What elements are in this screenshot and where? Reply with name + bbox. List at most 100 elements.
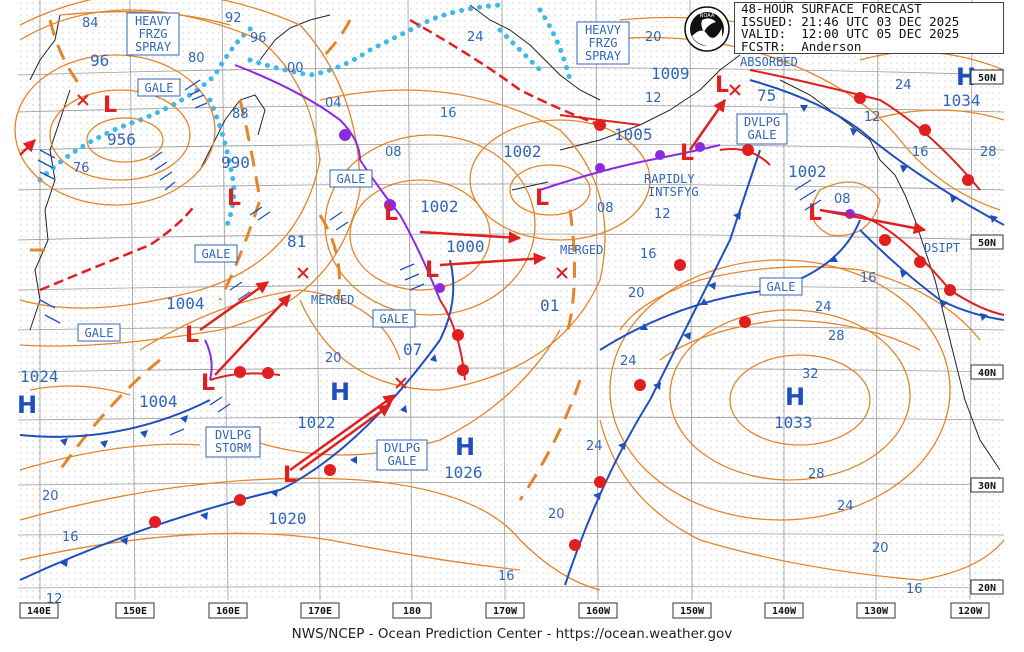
pressure-value: 75 <box>757 86 776 105</box>
isobar-label: 16 <box>906 582 923 597</box>
warning-box-spray: HEAVY FRZG SPRAY <box>126 12 180 56</box>
wind-barbs <box>37 79 822 436</box>
note-merged: MERGED <box>311 293 354 307</box>
svg-text:170E: 170E <box>308 606 332 617</box>
svg-text:SPRAY: SPRAY <box>585 49 622 63</box>
longitude-labels: 140E 150E 160E 170E 180 170W 160W 150W 1… <box>19 602 990 619</box>
svg-text:130W: 130W <box>864 606 889 617</box>
svg-text:120W: 120W <box>958 606 983 617</box>
warning-box-gale: GALE <box>372 309 416 328</box>
low-symbol: L <box>227 186 241 211</box>
isobar-label: 16 <box>640 247 657 262</box>
warning-box-developing-storm: DVLPG STORM <box>205 426 261 458</box>
isobar-label: 84 <box>82 16 99 31</box>
isobar-label: 28 <box>828 329 845 344</box>
isobar-label: 08 <box>385 145 402 160</box>
noaa-logo: NOAA <box>684 6 730 52</box>
lat-label: 20N <box>970 579 1004 595</box>
ice-edge <box>37 2 573 233</box>
lat-label: 30N <box>970 477 1004 493</box>
svg-text:GALE: GALE <box>202 247 231 261</box>
svg-text:FRZG: FRZG <box>589 36 618 50</box>
isobar-label: 88 <box>232 107 249 122</box>
freezing-spray-areas <box>39 18 601 292</box>
svg-text:GALE: GALE <box>145 81 174 95</box>
pressure-value: 1002 <box>788 162 827 181</box>
warning-box-spray: HEAVY FRZG SPRAY <box>576 21 630 65</box>
svg-text:GALE: GALE <box>85 326 114 340</box>
high-symbol: H <box>330 378 350 406</box>
pressure-value: 08 <box>834 192 851 207</box>
isobar-label: 24 <box>837 499 854 514</box>
pressure-value: 01 <box>540 296 559 315</box>
header-title: 48-HOUR SURFACE FORECAST <box>741 1 922 16</box>
troughs <box>30 19 582 501</box>
svg-text:50N: 50N <box>978 73 996 84</box>
isobar-label: 20 <box>325 351 342 366</box>
pressure-value: 1002 <box>503 142 542 161</box>
svg-text:140E: 140E <box>27 606 51 617</box>
svg-text:SPRAY: SPRAY <box>135 40 172 54</box>
pressure-value: 81 <box>287 232 306 251</box>
low-symbol: L <box>185 323 199 348</box>
pressure-value: 07 <box>403 340 422 359</box>
lon-label: 180 <box>392 602 432 619</box>
isobar-label: 24 <box>467 30 484 45</box>
svg-text:160E: 160E <box>216 606 240 617</box>
low-centers: L L L L L L L L L L L <box>103 73 822 488</box>
note-absorbed: ABSORBED <box>740 55 798 69</box>
low-symbol: L <box>808 201 822 226</box>
pressure-value: 1004 <box>166 294 205 313</box>
occluded-front-symbols <box>339 129 855 293</box>
lon-label: 170E <box>300 602 340 619</box>
lat-lon-grid <box>17 0 1005 601</box>
svg-text:GALE: GALE <box>388 454 417 468</box>
isobar-label: 96 <box>250 31 267 46</box>
svg-text:FRZG: FRZG <box>139 27 168 41</box>
pressure-value: 1009 <box>651 64 690 83</box>
isobar-label: 20 <box>42 489 59 504</box>
annotations: MERGED MERGED RAPIDLY INTSFYG ABSORBED D… <box>311 55 960 307</box>
pressure-value: 956 <box>107 130 136 149</box>
lon-label: 140W <box>764 602 804 619</box>
isobar-label: 24 <box>895 78 912 93</box>
svg-text:DVLPG: DVLPG <box>384 441 420 455</box>
svg-text:170W: 170W <box>493 606 518 617</box>
latitude-labels: 50N 50N 40N 30N 20N <box>970 69 1004 595</box>
svg-text:160W: 160W <box>586 606 611 617</box>
pressure-value: 1004 <box>139 392 178 411</box>
svg-text:150E: 150E <box>123 606 147 617</box>
low-symbol: L <box>535 186 549 211</box>
svg-text:GALE: GALE <box>380 312 409 326</box>
svg-text:GALE: GALE <box>337 172 366 186</box>
note-rapidly: RAPIDLY <box>644 172 695 186</box>
high-symbol: H <box>455 433 475 461</box>
svg-text:HEAVY: HEAVY <box>585 23 622 37</box>
pressure-value: 1000 <box>446 237 485 256</box>
svg-text:40N: 40N <box>978 368 996 379</box>
low-symbol: L <box>425 258 439 283</box>
isobar-label: 12 <box>654 207 671 222</box>
isobar-label: 16 <box>440 106 457 121</box>
isobar-label: 28 <box>808 467 825 482</box>
footer-credit: NWS/NCEP - Ocean Prediction Center - htt… <box>291 626 733 642</box>
pressure-value: 1022 <box>297 413 336 432</box>
svg-text:140W: 140W <box>772 606 797 617</box>
isobar-label: 24 <box>620 354 637 369</box>
svg-text:30N: 30N <box>978 481 996 492</box>
isobar-label: 16 <box>860 271 877 286</box>
warning-box-gale: GALE <box>329 169 373 188</box>
storm-tracks <box>19 98 927 472</box>
pressure-value: 1033 <box>774 413 813 432</box>
lon-label: 160W <box>578 602 618 619</box>
svg-text:DVLPG: DVLPG <box>215 428 251 442</box>
lon-label: 120W <box>950 602 990 619</box>
low-symbol: L <box>201 371 215 396</box>
svg-text:STORM: STORM <box>215 441 251 455</box>
isobar-labels-extra: 16 20 16 24 <box>62 300 832 584</box>
pressure-values: 956 990 1002 1000 1002 1005 1009 1002 10… <box>20 51 981 528</box>
lon-label: 170W <box>485 602 525 619</box>
high-symbol: H <box>17 391 37 419</box>
